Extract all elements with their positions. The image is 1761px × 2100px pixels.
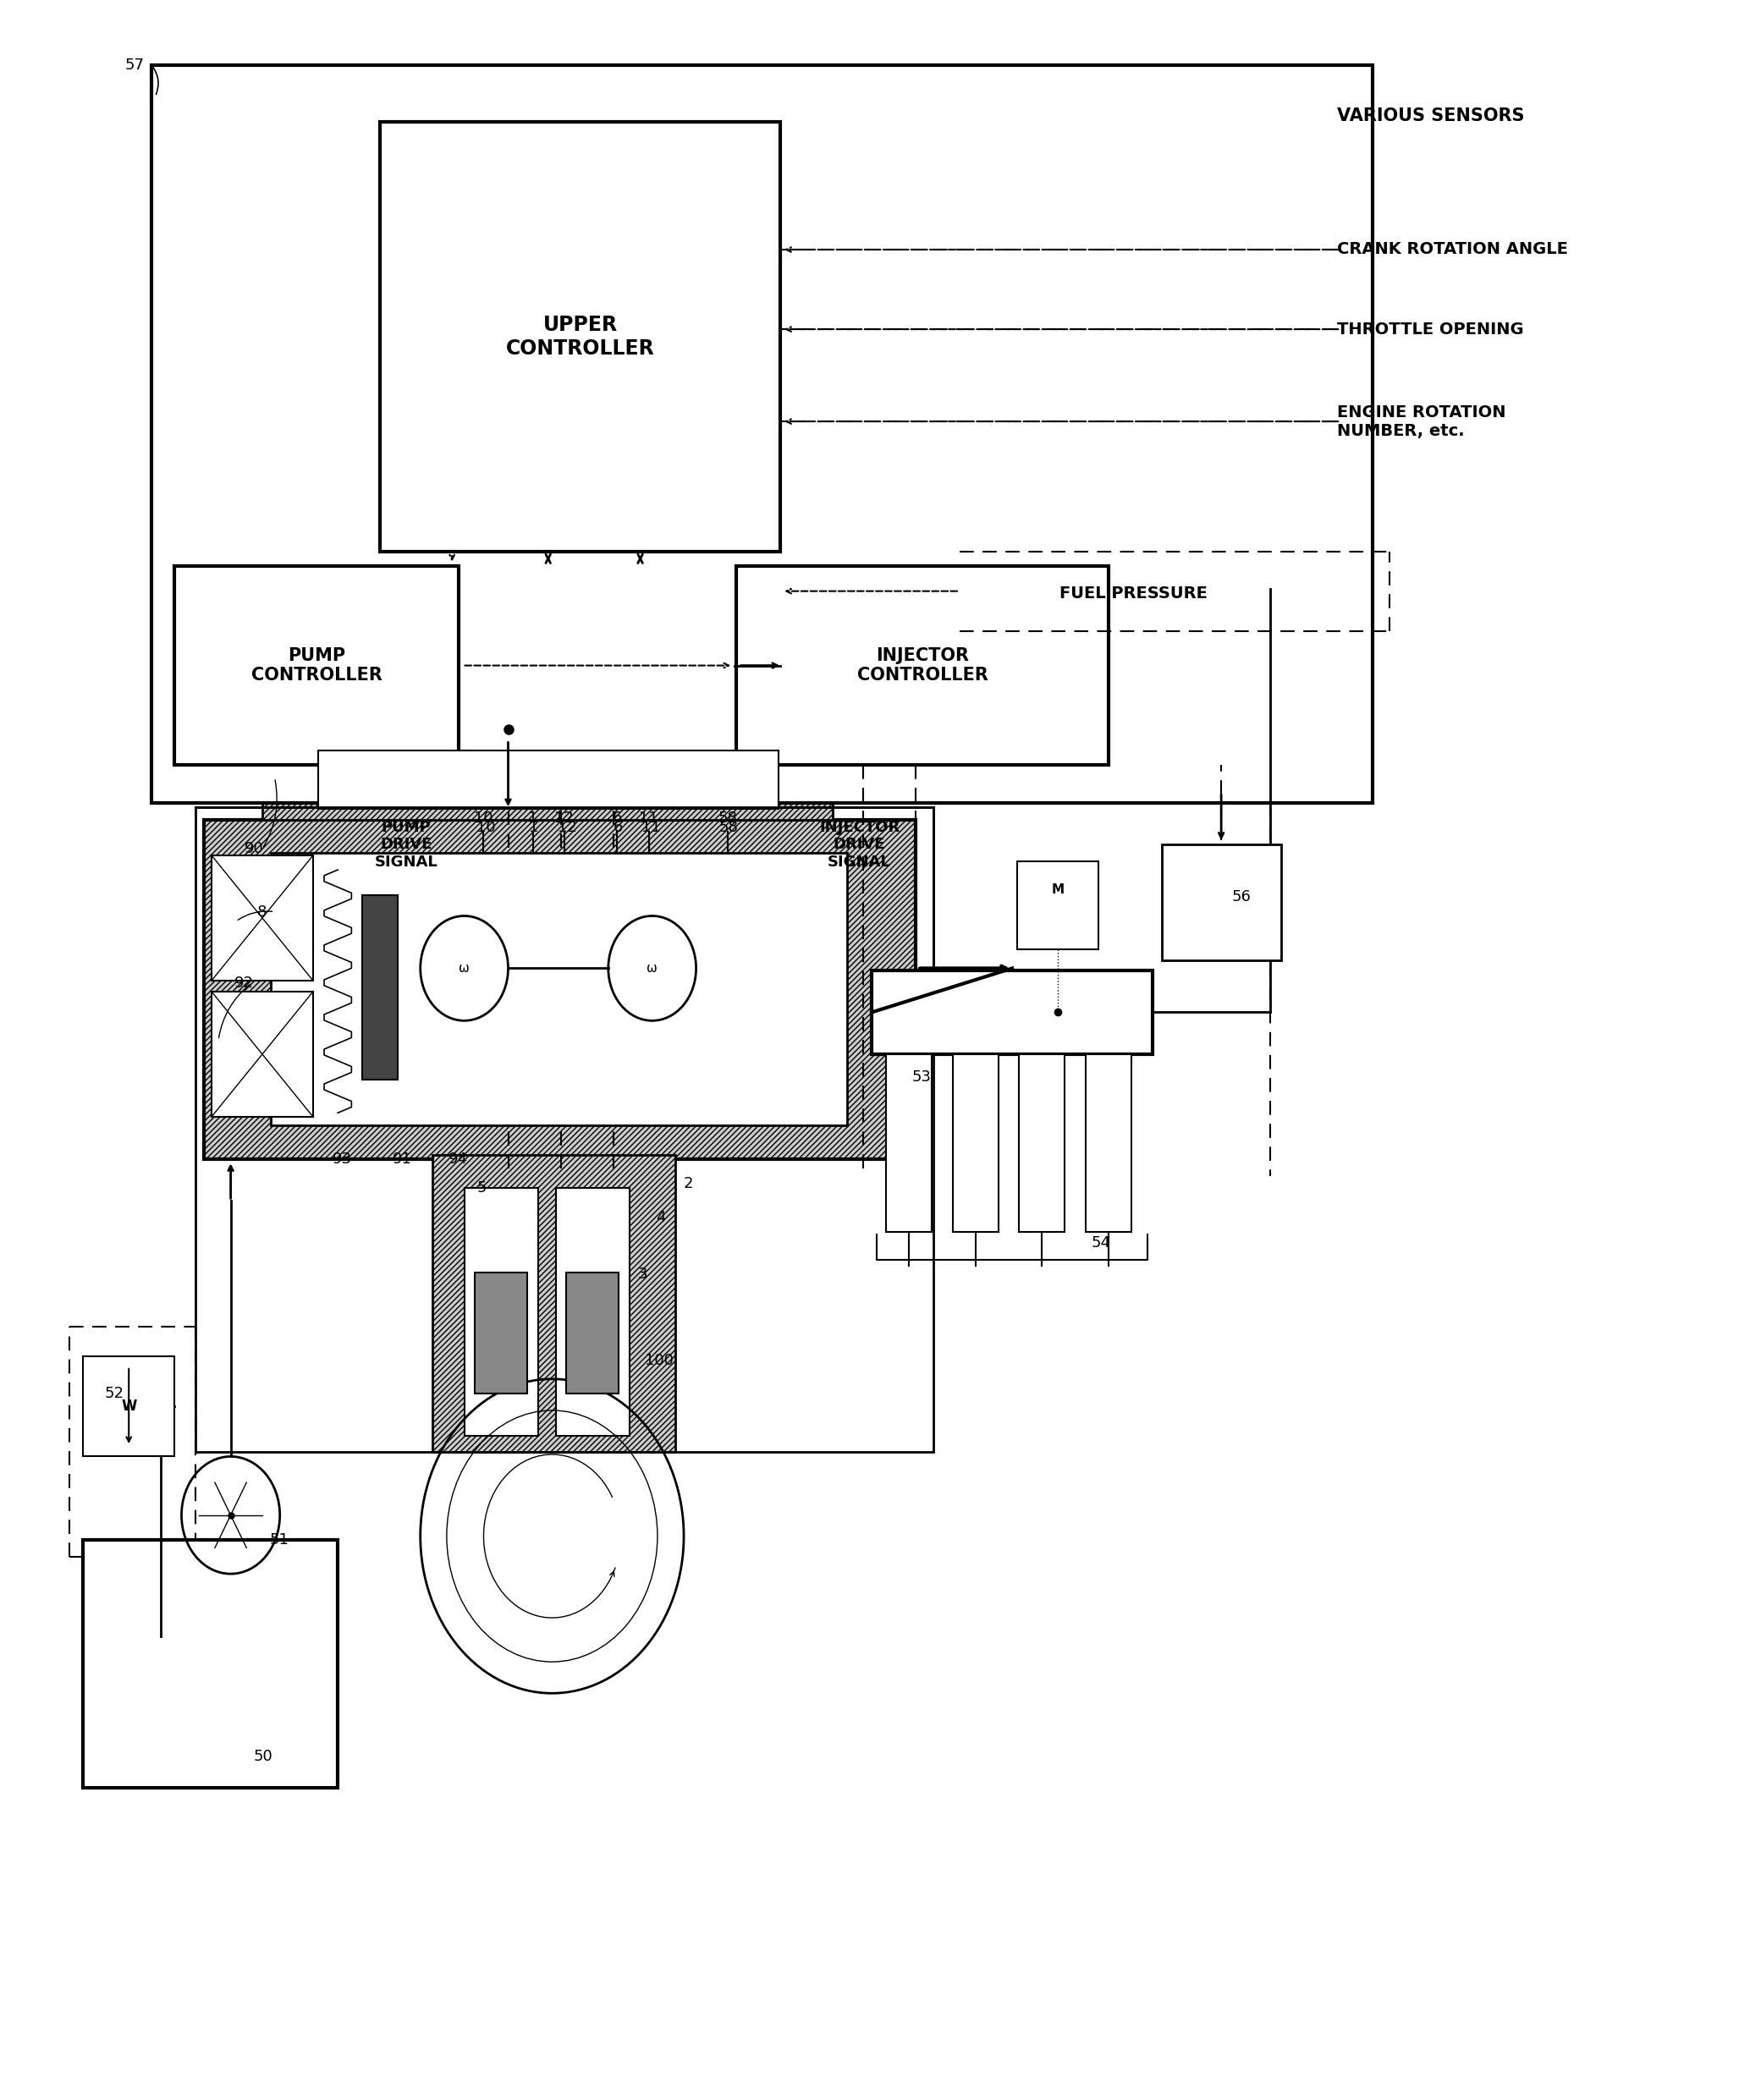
Bar: [555, 1189, 629, 1436]
Bar: [83, 1539, 338, 1787]
Bar: [151, 65, 1372, 802]
Text: INJECTOR
DRIVE
SIGNAL: INJECTOR DRIVE SIGNAL: [819, 819, 900, 869]
Bar: [1018, 861, 1099, 949]
Text: ω: ω: [460, 962, 470, 974]
Text: 50: 50: [254, 1749, 273, 1764]
Text: INJECTOR
CONTROLLER: INJECTOR CONTROLLER: [858, 647, 988, 685]
Text: 1: 1: [530, 821, 539, 836]
Text: 92: 92: [234, 974, 254, 991]
Bar: [1162, 844, 1280, 960]
Text: 56: 56: [1231, 890, 1250, 905]
Text: 6: 6: [613, 821, 623, 836]
Text: THROTTLE OPENING: THROTTLE OPENING: [1337, 321, 1523, 338]
Bar: [953, 1054, 998, 1233]
Bar: [872, 970, 1153, 1054]
Text: 94: 94: [449, 1151, 468, 1168]
Text: PUMP
DRIVE
SIGNAL: PUMP DRIVE SIGNAL: [375, 819, 438, 869]
Bar: [262, 739, 833, 819]
Text: UPPER
CONTROLLER: UPPER CONTROLLER: [505, 315, 655, 359]
Bar: [465, 1189, 539, 1436]
Bar: [195, 806, 933, 1453]
Text: 12: 12: [555, 811, 574, 825]
Bar: [380, 122, 780, 552]
Text: CRANK ROTATION ANGLE: CRANK ROTATION ANGLE: [1337, 242, 1567, 258]
Text: 57: 57: [125, 57, 144, 74]
Text: 2: 2: [683, 1176, 694, 1191]
Bar: [1020, 1054, 1065, 1233]
Bar: [271, 853, 847, 1126]
Bar: [1087, 1054, 1132, 1233]
Text: 54: 54: [1092, 1235, 1111, 1250]
Text: 6: 6: [613, 811, 622, 825]
Text: ENGINE ROTATION
NUMBER, etc.: ENGINE ROTATION NUMBER, etc.: [1337, 403, 1506, 439]
Text: 3: 3: [637, 1266, 648, 1281]
Text: 53: 53: [912, 1069, 932, 1086]
Bar: [886, 1054, 932, 1233]
Bar: [363, 895, 398, 1079]
Text: W: W: [122, 1399, 137, 1413]
Text: 52: 52: [104, 1386, 123, 1401]
Text: 93: 93: [333, 1151, 352, 1168]
Text: 58: 58: [718, 821, 738, 836]
Text: 90: 90: [245, 842, 264, 857]
Bar: [211, 991, 313, 1117]
Bar: [475, 1273, 528, 1394]
Text: 5: 5: [477, 1180, 486, 1195]
Text: 8: 8: [257, 905, 266, 920]
Bar: [83, 1357, 174, 1457]
Text: 4: 4: [655, 1210, 666, 1224]
Text: PUMP
CONTROLLER: PUMP CONTROLLER: [252, 647, 382, 685]
Text: 58: 58: [718, 811, 738, 825]
Bar: [565, 1273, 618, 1394]
Text: 11: 11: [639, 811, 659, 825]
Bar: [433, 1155, 674, 1453]
Text: VARIOUS SENSORS: VARIOUS SENSORS: [1337, 107, 1525, 124]
Text: M: M: [1051, 884, 1064, 897]
Bar: [204, 819, 916, 1159]
Bar: [211, 855, 313, 981]
Text: 100: 100: [645, 1352, 674, 1367]
Bar: [174, 567, 460, 764]
Text: 10: 10: [474, 811, 493, 825]
Text: 12: 12: [556, 821, 576, 836]
Text: 10: 10: [477, 821, 495, 836]
Text: ω: ω: [646, 962, 657, 974]
Bar: [736, 567, 1109, 764]
Text: 51: 51: [269, 1533, 289, 1548]
Text: FUEL PRESSURE: FUEL PRESSURE: [1060, 586, 1208, 601]
Text: 1: 1: [528, 811, 537, 825]
Bar: [319, 750, 778, 809]
Text: 11: 11: [641, 821, 660, 836]
Text: 91: 91: [393, 1151, 412, 1168]
